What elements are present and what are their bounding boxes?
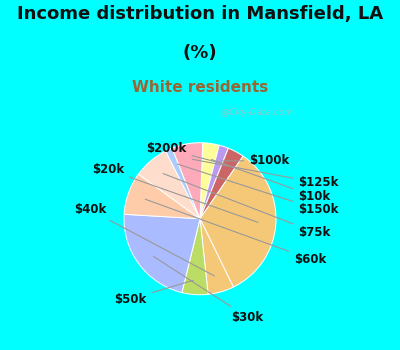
Wedge shape	[200, 145, 228, 219]
Text: $200k: $200k	[146, 142, 226, 164]
Text: $125k: $125k	[192, 159, 339, 189]
Text: $20k: $20k	[92, 163, 258, 222]
Text: $40k: $40k	[74, 203, 214, 276]
Wedge shape	[200, 148, 243, 219]
Text: $75k: $75k	[163, 174, 331, 239]
Text: $30k: $30k	[154, 257, 264, 324]
Text: $150k: $150k	[178, 164, 339, 216]
Wedge shape	[200, 219, 233, 294]
Text: Income distribution in Mansfield, LA: Income distribution in Mansfield, LA	[17, 5, 383, 23]
Text: $100k: $100k	[222, 154, 290, 167]
Text: White residents: White residents	[132, 79, 268, 94]
Text: (%): (%)	[183, 44, 217, 62]
Wedge shape	[172, 143, 203, 219]
Wedge shape	[124, 214, 200, 293]
Wedge shape	[124, 174, 200, 219]
Text: $60k: $60k	[145, 199, 326, 266]
Wedge shape	[182, 219, 208, 295]
Text: $50k: $50k	[114, 280, 193, 306]
Wedge shape	[200, 143, 219, 219]
Wedge shape	[200, 156, 276, 287]
Text: @City-Data.com: @City-Data.com	[221, 108, 294, 117]
Text: $10k: $10k	[212, 160, 330, 203]
Wedge shape	[166, 148, 200, 219]
Wedge shape	[138, 151, 200, 219]
